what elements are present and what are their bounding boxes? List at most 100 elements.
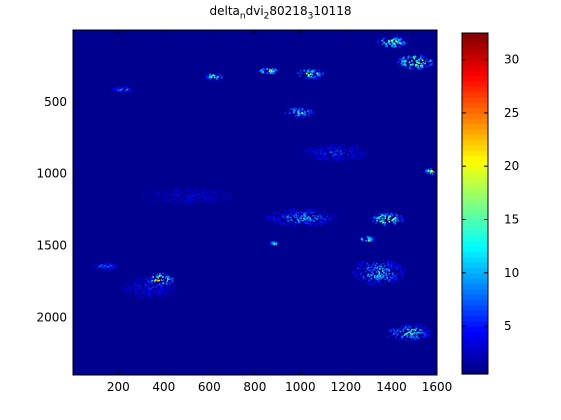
heat-cell — [134, 282, 137, 285]
heat-cell — [417, 66, 419, 69]
heat-cell — [209, 75, 211, 77]
heat-cell — [376, 219, 378, 222]
heat-cell — [366, 269, 369, 271]
heat-cell — [299, 217, 301, 220]
heat-cell — [318, 212, 321, 214]
heat-cell — [312, 68, 314, 70]
heat-cell — [310, 154, 312, 156]
heat-cell — [395, 219, 397, 222]
colorbar-segment — [462, 102, 488, 109]
heat-cell — [263, 68, 266, 71]
heat-cell — [359, 263, 362, 266]
heat-cell — [430, 172, 433, 175]
heat-cell — [125, 86, 128, 88]
heat-cell — [405, 323, 407, 326]
colorbar-segment — [462, 208, 488, 215]
heat-cell — [407, 55, 409, 58]
heat-cell — [194, 187, 197, 190]
colorbar-tick-label: 25 — [504, 106, 519, 120]
heat-cell — [314, 77, 316, 79]
heat-cell — [149, 293, 151, 295]
heat-cell — [403, 334, 406, 336]
heat-cell — [355, 154, 357, 157]
heat-cell — [375, 216, 377, 219]
heat-cell — [198, 197, 201, 199]
heat-cell — [300, 215, 303, 217]
heat-cell — [127, 293, 130, 295]
heat-cell — [312, 150, 314, 152]
heat-cell — [428, 169, 430, 172]
heat-cell — [205, 199, 207, 201]
heat-cell — [155, 194, 157, 196]
heat-cell — [299, 212, 302, 214]
heat-cell — [222, 197, 224, 199]
heat-cell — [170, 278, 172, 280]
heat-cell — [380, 273, 382, 275]
heat-cell — [216, 198, 219, 200]
colorbar-segment — [462, 171, 488, 178]
heat-cell — [206, 76, 208, 78]
heat-cell — [417, 331, 420, 334]
heat-cell — [364, 262, 367, 264]
colorbar-segment — [462, 86, 488, 93]
heat-cell — [137, 285, 139, 287]
heat-cell — [297, 112, 299, 114]
heat-cell — [426, 336, 429, 338]
heat-cell — [186, 199, 189, 202]
heat-cell — [303, 154, 305, 157]
heat-cell — [181, 203, 183, 206]
heat-cell — [376, 266, 379, 268]
heat-cell — [411, 323, 413, 326]
heat-cell — [125, 292, 127, 294]
heat-cell — [112, 267, 114, 269]
heat-cell — [395, 39, 397, 42]
heat-cell — [323, 149, 325, 152]
heat-cell — [217, 76, 219, 78]
heat-cell — [108, 263, 110, 265]
heat-cell — [315, 77, 318, 79]
heat-cell — [152, 276, 154, 278]
heat-cell — [187, 201, 189, 203]
heat-cell — [409, 335, 411, 337]
heat-cell — [207, 197, 209, 200]
heat-cell — [420, 67, 423, 70]
heat-cell — [343, 148, 346, 151]
heat-cell — [414, 329, 417, 331]
heat-cell — [392, 39, 395, 41]
heat-cell — [431, 63, 433, 65]
heat-cell — [194, 191, 197, 193]
heat-cell — [203, 194, 206, 197]
heat-cell — [291, 208, 294, 211]
heat-cell — [364, 260, 367, 263]
heat-cell — [379, 267, 381, 270]
heat-cell — [379, 275, 382, 277]
heat-cell — [289, 209, 292, 212]
heat-cell — [220, 200, 222, 202]
heat-cell — [320, 218, 322, 220]
heat-cell — [341, 144, 343, 146]
heat-cell — [155, 280, 157, 283]
heat-cell — [157, 200, 160, 203]
heat-cell — [386, 263, 388, 265]
heat-cell — [166, 281, 169, 284]
heat-cell — [407, 325, 410, 328]
heat-cell — [368, 236, 370, 239]
heat-cell — [360, 264, 363, 266]
heat-cell — [274, 221, 277, 223]
heat-cell — [370, 274, 373, 277]
heat-cell — [388, 215, 390, 217]
heat-cell — [403, 60, 405, 63]
heat-cell — [301, 108, 303, 111]
colorbar-segment — [462, 123, 488, 130]
heat-cell — [193, 188, 195, 191]
heat-cell — [380, 215, 382, 218]
heat-cell — [162, 277, 164, 280]
heat-cell — [316, 74, 319, 76]
heat-cell — [352, 146, 354, 149]
heat-cell — [413, 332, 416, 334]
heat-cell — [173, 188, 175, 190]
heat-cell — [307, 224, 309, 226]
heat-cell — [383, 271, 385, 274]
heat-cell — [207, 201, 209, 204]
heat-cell — [144, 278, 147, 281]
